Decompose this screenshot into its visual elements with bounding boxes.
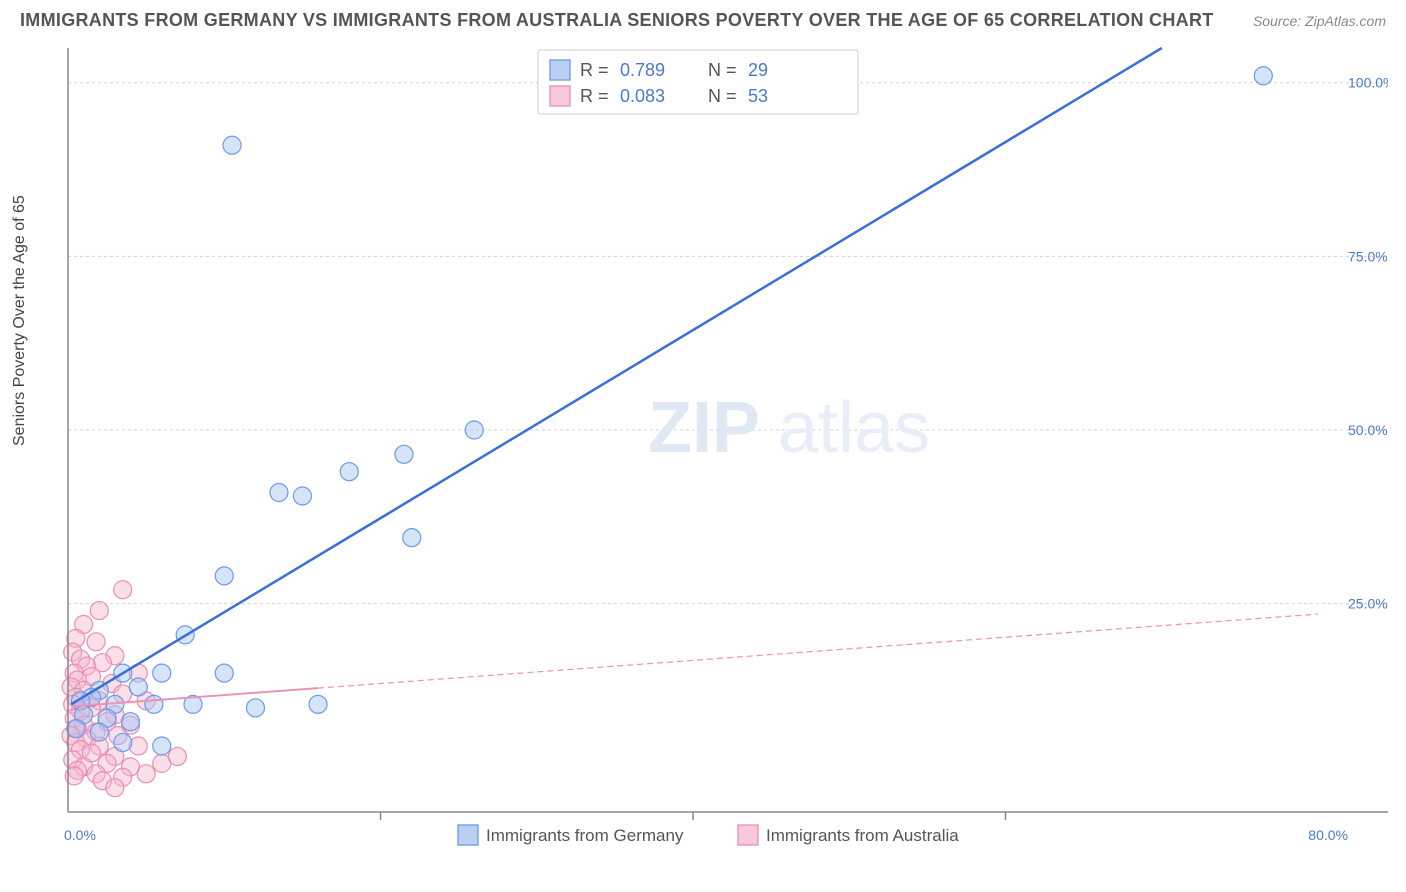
svg-text:75.0%: 75.0% — [1348, 248, 1388, 264]
n-value-germany: 29 — [748, 60, 768, 80]
watermark-atlas: atlas — [778, 388, 930, 468]
r-value-germany: 0.789 — [620, 60, 665, 80]
chart-area: 25.0% 50.0% 75.0% 100.0% ZIP atlas 0.0% 80.0… — [58, 42, 1388, 847]
r-label-1: R = — [580, 60, 609, 80]
chart-source: Source: ZipAtlas.com — [1253, 13, 1386, 29]
svg-text:25.0%: 25.0% — [1348, 596, 1388, 612]
series-legend: Immigrants from Germany Immigrants from … — [458, 825, 959, 845]
r-label-2: R = — [580, 86, 609, 106]
n-label-2: N = — [708, 86, 737, 106]
r-value-australia: 0.083 — [620, 86, 665, 106]
scatter-plot: 25.0% 50.0% 75.0% 100.0% ZIP atlas 0.0% 80.0… — [58, 42, 1388, 847]
n-value-australia: 53 — [748, 86, 768, 106]
correlation-legend: R = 0.789 N = 29 R = 0.083 N = 53 — [538, 50, 858, 114]
chart-title: IMMIGRANTS FROM GERMANY VS IMMIGRANTS FR… — [20, 10, 1214, 31]
watermark-zip: ZIP — [648, 388, 760, 468]
y-axis-label: Seniors Poverty Over the Age of 65 — [11, 195, 29, 446]
svg-text:50.0%: 50.0% — [1348, 422, 1388, 438]
legend-australia-label: Immigrants from Australia — [766, 826, 959, 845]
legend-germany-label: Immigrants from Germany — [486, 826, 684, 845]
svg-text:80.0%: 80.0% — [1308, 827, 1348, 843]
svg-text:100.0%: 100.0% — [1348, 75, 1388, 91]
n-label-1: N = — [708, 60, 737, 80]
svg-text:0.0%: 0.0% — [64, 827, 96, 843]
